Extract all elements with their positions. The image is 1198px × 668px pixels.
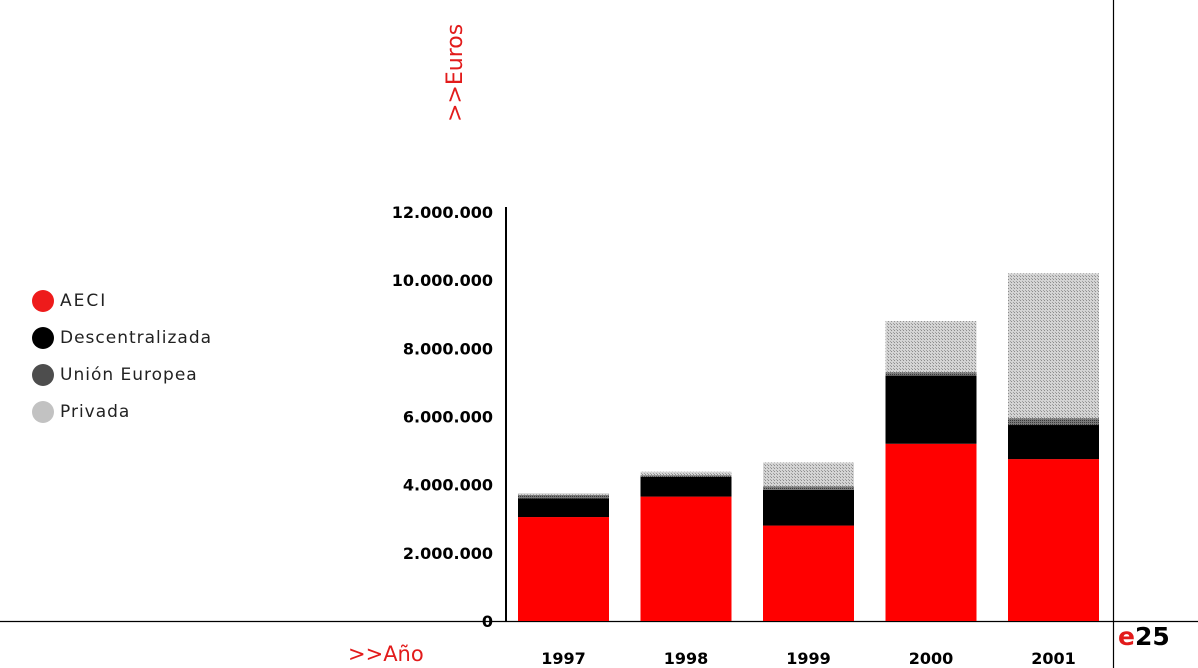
y-tick-label: 6.000.000 bbox=[403, 408, 493, 427]
x-tick-label: 2001 bbox=[1031, 649, 1076, 668]
bar-2001-union-europea bbox=[1008, 418, 1099, 426]
x-tick-label: 2000 bbox=[909, 649, 954, 668]
legend-swatch-union-europea bbox=[32, 364, 54, 386]
legend-item-descentralizada: Descentralizada bbox=[32, 320, 212, 356]
legend-swatch-aeci bbox=[32, 290, 54, 312]
legend-swatch-privada bbox=[32, 401, 54, 423]
bar-1997-union-europea bbox=[518, 494, 609, 499]
bar-2000-privada bbox=[885, 321, 977, 373]
y-tick-label: 10.000.000 bbox=[392, 271, 493, 290]
bar-2001-aeci bbox=[1008, 459, 1099, 621]
x-tick-labels: 1997 1998 1999 2000 2001 bbox=[541, 649, 1076, 668]
bar-1999-union-europea bbox=[763, 486, 854, 490]
legend: AECI Descentralizada Unión Europea Priva… bbox=[32, 283, 212, 431]
bar-2000-aeci bbox=[885, 443, 977, 621]
bar-2001-descentralizada bbox=[1008, 425, 1099, 460]
bar-2001-privada bbox=[1008, 273, 1099, 419]
page-number-prefix: e bbox=[1118, 622, 1135, 651]
bar-1998-descentralizada bbox=[640, 476, 732, 497]
y-tick-label: 0 bbox=[482, 612, 493, 631]
legend-swatch-descentralizada bbox=[32, 327, 54, 349]
bar-1998-union-europea bbox=[640, 475, 732, 477]
y-axis-title: >>Euros bbox=[443, 23, 468, 122]
y-tick-label: 12.000.000 bbox=[392, 203, 493, 222]
x-tick-label: 1997 bbox=[541, 649, 586, 668]
bar-1997-aeci bbox=[518, 517, 609, 621]
legend-item-aeci: AECI bbox=[32, 283, 212, 319]
bar-1999-descentralizada bbox=[763, 489, 854, 526]
bar-1998-aeci bbox=[640, 496, 732, 621]
x-axis-title: >>Año bbox=[348, 642, 424, 666]
page-number-value: 25 bbox=[1134, 622, 1170, 651]
legend-item-privada: Privada bbox=[32, 394, 212, 430]
bar-2000-union-europea bbox=[885, 372, 977, 376]
legend-label-aeci: AECI bbox=[60, 291, 108, 311]
bar-1997-privada bbox=[518, 493, 609, 495]
bar-1998-privada bbox=[640, 471, 732, 476]
y-tick-label: 8.000.000 bbox=[403, 339, 493, 358]
y-tick-labels: 0 2.000.000 4.000.000 6.000.000 8.000.000 10.… bbox=[392, 203, 493, 631]
bars bbox=[518, 273, 1099, 621]
bar-1999-privada bbox=[763, 462, 854, 487]
y-tick-label: 2.000.000 bbox=[403, 544, 493, 563]
bar-1997-descentralizada bbox=[518, 498, 609, 518]
bar-2000-descentralizada bbox=[885, 375, 977, 444]
x-tick-label: 1998 bbox=[664, 649, 709, 668]
page-number: e25 bbox=[1118, 622, 1170, 652]
legend-label-descentralizada: Descentralizada bbox=[60, 328, 213, 348]
x-tick-label: 1999 bbox=[786, 649, 831, 668]
bar-1999-aeci bbox=[763, 525, 854, 621]
legend-label-privada: Privada bbox=[60, 402, 131, 422]
legend-label-union-europea: Unión Europea bbox=[60, 365, 198, 385]
legend-item-union-europea: Unión Europea bbox=[32, 357, 212, 393]
y-tick-label: 4.000.000 bbox=[403, 476, 493, 495]
